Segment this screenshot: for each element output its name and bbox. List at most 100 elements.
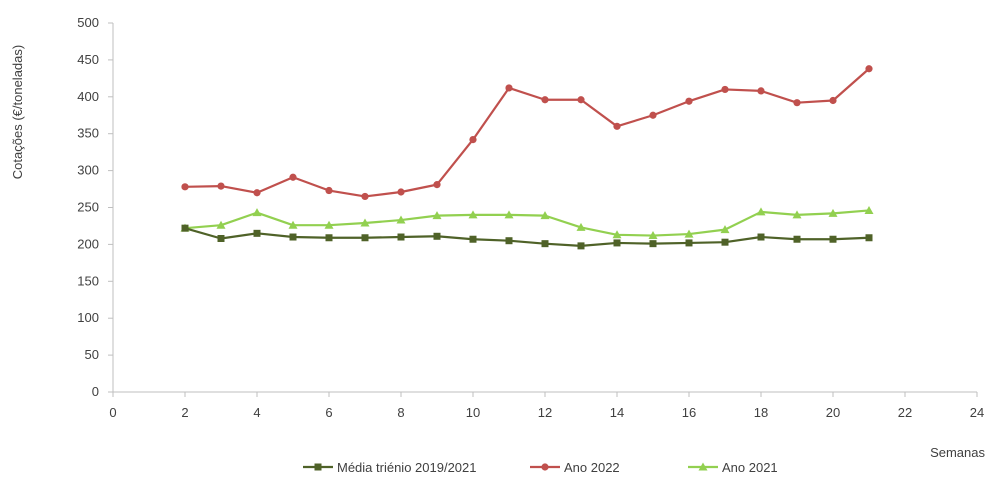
data-point (721, 238, 729, 246)
y-tick-label: 250 (77, 200, 99, 215)
y-axis-label: Cotações (€/toneladas) (10, 45, 25, 179)
data-point (577, 242, 585, 250)
x-tick-label: 24 (970, 405, 984, 420)
data-point (397, 188, 405, 196)
data-point (325, 234, 333, 242)
data-point (504, 210, 514, 219)
series-line (184, 209, 870, 237)
data-point (648, 231, 658, 240)
series-layer (180, 65, 874, 250)
x-axis: 0 2 4 6 8 10 12 14 16 18 20 22 24 (109, 391, 984, 420)
legend-swatch-marker (698, 462, 708, 471)
data-point (396, 215, 406, 224)
legend-label: Média triénio 2019/2021 (337, 460, 477, 475)
legend-item: Ano 2021 (688, 460, 778, 475)
data-point (468, 210, 478, 219)
data-point (792, 210, 802, 219)
data-point (505, 84, 513, 92)
x-tick-label: 18 (754, 405, 768, 420)
series-line (184, 67, 870, 198)
x-axis-label: Semanas (930, 445, 985, 460)
data-point (577, 96, 585, 104)
x-tick-label: 8 (397, 405, 404, 420)
legend-swatch-marker (541, 463, 549, 471)
y-tick-label: 300 (77, 163, 99, 178)
data-point (612, 230, 622, 239)
x-tick-label: 14 (610, 405, 624, 420)
data-point (865, 65, 873, 73)
data-point (864, 205, 874, 214)
data-point (361, 192, 369, 201)
x-tick-label: 20 (826, 405, 840, 420)
data-point (469, 136, 477, 144)
data-point (252, 208, 262, 217)
x-tick-label: 22 (898, 405, 912, 420)
data-point (469, 235, 477, 243)
data-point (757, 87, 765, 95)
data-point (289, 173, 297, 181)
data-point (649, 240, 657, 248)
data-point (684, 229, 694, 238)
data-point (576, 222, 586, 231)
data-point (613, 122, 621, 130)
data-point (685, 239, 693, 247)
y-tick-label: 150 (77, 273, 99, 288)
data-point (397, 233, 405, 241)
data-point (721, 85, 729, 94)
data-point (432, 211, 442, 220)
data-point (541, 240, 549, 248)
y-tick-label: 450 (77, 52, 99, 67)
x-tick-label: 2 (181, 405, 188, 420)
data-point (865, 234, 873, 242)
y-tick-label: 100 (77, 310, 99, 325)
data-point (433, 181, 441, 189)
data-point (613, 239, 621, 247)
data-point (757, 233, 765, 241)
data-point (829, 235, 837, 243)
data-point (649, 111, 657, 119)
legend-item: Média triénio 2019/2021 (303, 460, 477, 475)
x-tick-label: 4 (253, 405, 260, 420)
data-point (756, 207, 766, 216)
data-point (540, 211, 550, 220)
series-2 (180, 205, 874, 240)
data-point (793, 235, 801, 243)
legend-swatch-marker (314, 463, 322, 471)
series-line (184, 227, 870, 247)
data-point (216, 220, 226, 229)
legend-label: Ano 2021 (722, 460, 778, 475)
x-tick-label: 16 (682, 405, 696, 420)
data-point (433, 232, 441, 240)
y-tick-label: 50 (85, 347, 99, 362)
data-point (289, 233, 297, 241)
data-point (828, 208, 838, 217)
legend-item: Ano 2022 (530, 460, 620, 475)
x-tick-label: 12 (538, 405, 552, 420)
data-point (181, 224, 189, 232)
data-point (217, 182, 225, 190)
data-point (361, 234, 369, 242)
data-point (541, 96, 549, 104)
y-tick-label: 200 (77, 236, 99, 251)
data-point (253, 229, 261, 237)
data-point (829, 96, 837, 105)
data-point (360, 218, 370, 227)
legend-label: Ano 2022 (564, 460, 620, 475)
data-point (793, 99, 801, 107)
series-0 (181, 224, 873, 250)
data-point (288, 220, 298, 229)
legend: Média triénio 2019/2021 Ano 2022 Ano 2021 (303, 460, 778, 475)
y-tick-label: 500 (77, 15, 99, 30)
y-tick-label: 350 (77, 126, 99, 141)
data-point (217, 234, 225, 242)
y-tick-label: 400 (77, 89, 99, 104)
x-tick-label: 10 (466, 405, 480, 420)
data-point (505, 237, 513, 245)
data-point (685, 97, 693, 105)
data-point (181, 183, 189, 191)
y-axis: 0 50 100 150 200 250 300 350 400 450 500 (77, 15, 114, 399)
series-1 (181, 65, 873, 201)
data-point (324, 220, 334, 229)
x-tick-label: 6 (325, 405, 332, 420)
